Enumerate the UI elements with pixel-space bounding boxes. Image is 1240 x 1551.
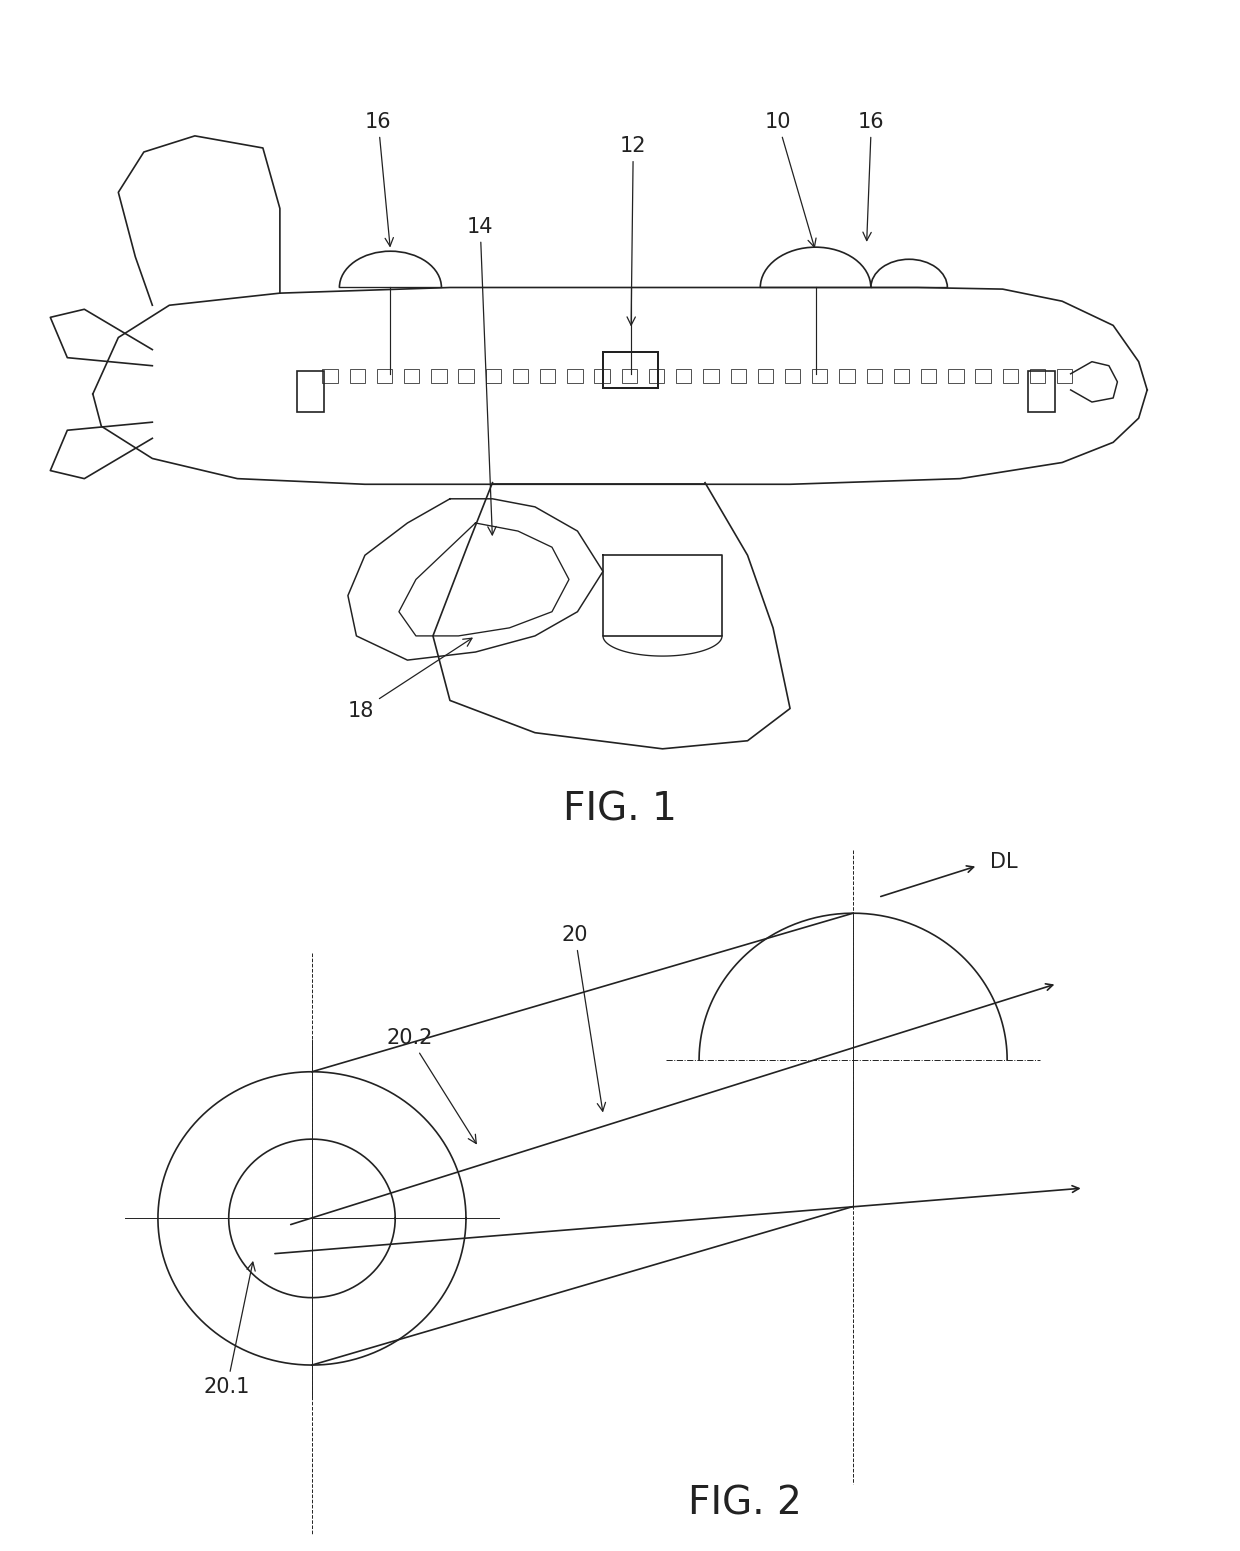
Bar xyxy=(350,369,365,383)
Bar xyxy=(649,369,665,383)
Text: 10: 10 xyxy=(765,112,816,247)
Bar xyxy=(867,369,882,383)
Text: FIG. 1: FIG. 1 xyxy=(563,791,677,828)
Bar xyxy=(459,369,474,383)
Text: 16: 16 xyxy=(858,112,884,240)
Text: 20.1: 20.1 xyxy=(203,1263,255,1397)
Text: 20: 20 xyxy=(562,924,605,1111)
Text: FIG. 2: FIG. 2 xyxy=(688,1484,802,1523)
Text: 12: 12 xyxy=(620,136,646,326)
Text: DL: DL xyxy=(991,851,1018,872)
Bar xyxy=(486,369,501,383)
Bar xyxy=(703,369,719,383)
Text: 18: 18 xyxy=(348,637,472,721)
Bar xyxy=(758,369,773,383)
Bar xyxy=(949,369,963,383)
Bar xyxy=(621,369,637,383)
Bar xyxy=(404,369,419,383)
Bar xyxy=(377,369,392,383)
Bar xyxy=(812,369,827,383)
Bar xyxy=(594,369,610,383)
Text: 16: 16 xyxy=(365,112,393,247)
Bar xyxy=(894,369,909,383)
Bar xyxy=(976,369,991,383)
Bar xyxy=(839,369,854,383)
Bar xyxy=(1056,369,1073,383)
Bar xyxy=(730,369,745,383)
Bar xyxy=(921,369,936,383)
Bar xyxy=(1003,369,1018,383)
Text: 14: 14 xyxy=(467,217,496,535)
Bar xyxy=(785,369,800,383)
Bar xyxy=(603,352,658,388)
Bar xyxy=(541,369,556,383)
Bar xyxy=(1028,371,1055,411)
Bar xyxy=(322,369,337,383)
Bar xyxy=(1030,369,1045,383)
Text: 20.2: 20.2 xyxy=(387,1028,476,1143)
Bar xyxy=(513,369,528,383)
Bar xyxy=(432,369,446,383)
Bar xyxy=(676,369,692,383)
Bar xyxy=(296,371,324,411)
Bar xyxy=(567,369,583,383)
